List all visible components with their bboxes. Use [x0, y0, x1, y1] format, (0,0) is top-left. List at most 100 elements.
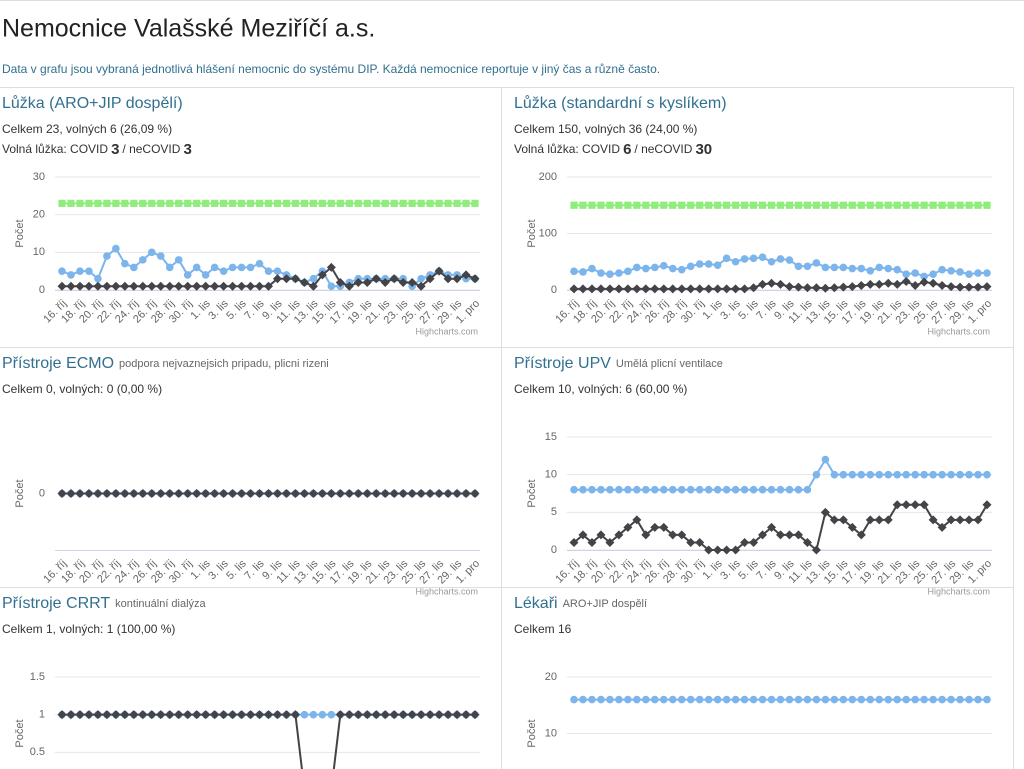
- necovid-free: 30: [695, 141, 712, 158]
- point: [856, 530, 866, 540]
- point: [408, 199, 416, 207]
- point: [93, 489, 103, 498]
- point: [947, 266, 955, 275]
- point: [785, 201, 794, 209]
- point: [570, 695, 578, 704]
- point: [956, 470, 964, 479]
- point: [983, 695, 991, 704]
- summary: Celkem 1, volných: 1 (100,00 %): [2, 622, 175, 636]
- point: [147, 489, 157, 498]
- point: [345, 199, 353, 207]
- point: [417, 199, 425, 207]
- point: [129, 281, 139, 291]
- point: [937, 522, 947, 532]
- point: [344, 281, 354, 291]
- point: [920, 201, 928, 209]
- point: [947, 201, 955, 209]
- point: [210, 710, 220, 720]
- point: [776, 485, 785, 494]
- point: [964, 515, 974, 525]
- point: [210, 281, 220, 291]
- point: [335, 489, 345, 498]
- point: [947, 470, 955, 479]
- point: [668, 530, 678, 540]
- point: [587, 537, 597, 547]
- point: [910, 500, 920, 510]
- point: [264, 267, 273, 275]
- point: [758, 485, 767, 494]
- point: [165, 710, 175, 720]
- point: [902, 470, 910, 479]
- point: [570, 485, 578, 494]
- point: [758, 201, 767, 209]
- y-tick-label: 0.5: [30, 746, 45, 758]
- point: [219, 267, 228, 275]
- point: [596, 284, 606, 294]
- point: [407, 710, 417, 720]
- free-beds: Volná lůžka: COVID 3/ neCOVID 3: [2, 141, 192, 158]
- point: [821, 263, 830, 272]
- point: [848, 470, 857, 479]
- point: [812, 470, 821, 479]
- point: [937, 280, 947, 290]
- point: [344, 710, 354, 720]
- point: [174, 489, 184, 498]
- point: [785, 695, 794, 704]
- point: [281, 274, 291, 284]
- point: [353, 710, 363, 720]
- point: [219, 281, 229, 291]
- point: [686, 485, 695, 494]
- point: [228, 263, 237, 272]
- point: [686, 284, 696, 294]
- point: [838, 515, 848, 525]
- point: [830, 470, 839, 479]
- point: [138, 710, 148, 720]
- point: [749, 537, 759, 547]
- point: [398, 277, 408, 287]
- point: [794, 695, 803, 704]
- point: [677, 695, 686, 704]
- panel-title-text: Lékaři: [514, 595, 558, 612]
- point: [678, 201, 686, 209]
- point: [139, 256, 147, 264]
- point: [821, 201, 829, 209]
- point: [273, 267, 282, 275]
- point: [794, 262, 803, 271]
- necovid-label: / neCOVID: [634, 142, 692, 156]
- point: [228, 281, 238, 291]
- point: [650, 284, 660, 294]
- point: [956, 201, 964, 209]
- point: [633, 485, 641, 494]
- point: [453, 199, 461, 207]
- point: [147, 248, 156, 257]
- point: [732, 201, 740, 209]
- point: [596, 530, 606, 540]
- point: [399, 199, 407, 207]
- point: [255, 281, 265, 291]
- point: [282, 199, 291, 207]
- point: [362, 710, 372, 720]
- point: [973, 515, 983, 525]
- credits: Highcharts.com: [415, 326, 478, 336]
- panel-title: Lékaři ARO+JIP dospělí: [514, 595, 647, 612]
- point: [911, 470, 919, 479]
- point: [363, 199, 371, 207]
- point: [308, 489, 318, 498]
- point: [704, 260, 713, 268]
- point: [938, 695, 946, 704]
- point: [615, 269, 623, 277]
- y-tick-label: 200: [539, 171, 557, 183]
- point: [148, 199, 156, 207]
- point: [767, 201, 776, 209]
- point: [749, 254, 758, 263]
- point: [974, 695, 982, 704]
- point: [201, 710, 211, 720]
- point: [246, 281, 256, 291]
- point: [820, 507, 830, 517]
- necovid-free: 3: [183, 141, 191, 158]
- y-tick-label: 0: [39, 487, 45, 499]
- point: [911, 269, 919, 277]
- point: [695, 260, 704, 268]
- point: [839, 695, 848, 704]
- point: [165, 263, 174, 272]
